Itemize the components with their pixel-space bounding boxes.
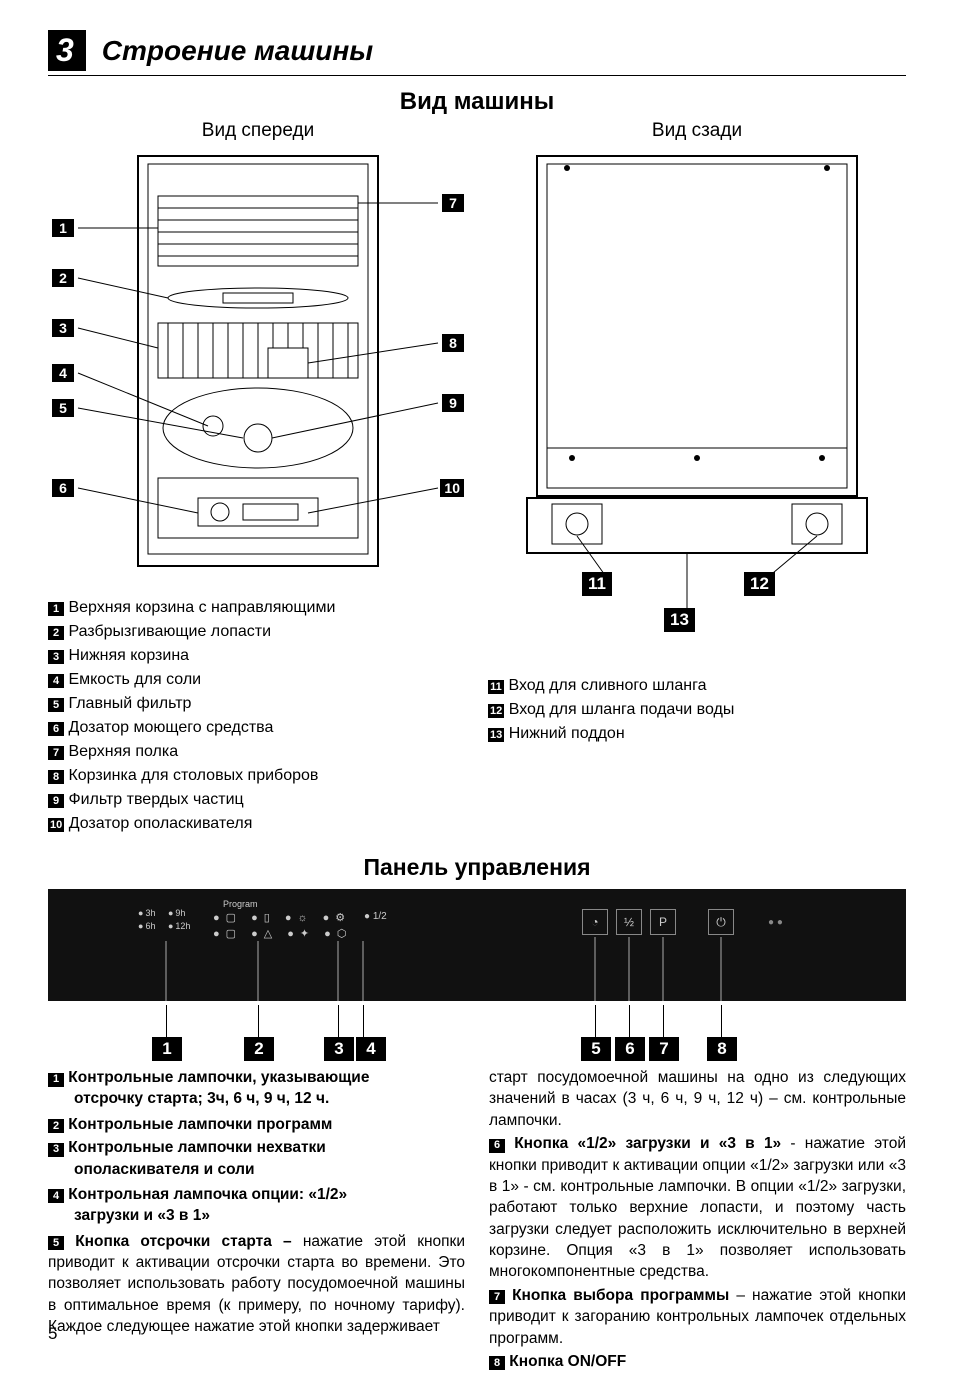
part-label: Нижний поддон [504, 725, 624, 742]
part-label: Разбрызгивающие лопасти [64, 623, 271, 640]
front-callout-10: 10 [440, 479, 464, 497]
part-badge: 1 [48, 602, 64, 616]
part-label: Корзинка для столовых приборов [64, 767, 318, 784]
body-badge: 6 [489, 1139, 505, 1153]
body-badge: 8 [489, 1356, 505, 1370]
front-callout-7: 7 [442, 194, 464, 212]
panel-callout-5: 5 [581, 1037, 611, 1061]
part-badge: 12 [488, 704, 504, 718]
panel-callout-2: 2 [244, 1037, 274, 1061]
front-parts-list: 1 Верхняя корзина с направляющими2 Разбр… [48, 596, 468, 836]
part-badge: 6 [48, 722, 64, 736]
part-badge: 8 [48, 770, 64, 784]
section-title: Строение машины [102, 35, 373, 67]
front-callout-1: 1 [52, 219, 74, 237]
part-badge: 11 [488, 680, 504, 694]
body-column-right: старт посудомоечной машины на одно из сл… [489, 1067, 906, 1374]
part-label: Емкость для соли [64, 671, 201, 688]
part-label: Вход для сливного шланга [504, 677, 707, 694]
rear-view-label: Вид сзади [488, 120, 906, 142]
rear-callout-11: 11 [582, 572, 612, 596]
part-badge: 2 [48, 626, 64, 640]
rear-parts-list: 11 Вход для сливного шланга12 Вход для ш… [488, 674, 906, 746]
front-callout-4: 4 [52, 364, 74, 382]
body-badge: 1 [48, 1073, 64, 1087]
panel-callout-3: 3 [324, 1037, 354, 1061]
part-badge: 3 [48, 650, 64, 664]
panel-title: Панель управления [48, 854, 906, 881]
front-callout-2: 2 [52, 269, 74, 287]
panel-callout-8: 8 [707, 1037, 737, 1061]
control-panel-graphic: ●3h ●9h ●6h ●12h Program ●▢ ●▯ ●☼ ●⚙ ●▢ … [48, 889, 906, 1001]
part-label: Дозатор ополаскивателя [64, 815, 252, 832]
part-badge: 13 [488, 728, 504, 742]
part-badge: 4 [48, 674, 64, 688]
views-title: Вид машины [48, 88, 906, 116]
part-badge: 7 [48, 746, 64, 760]
part-label: Вход для шланга подачи воды [504, 701, 734, 718]
rear-diagram: 11 12 13 [488, 148, 906, 628]
page-number: 5 [48, 1324, 57, 1344]
rear-callout-12: 12 [744, 572, 775, 596]
front-callout-3: 3 [52, 319, 74, 337]
part-badge: 9 [48, 794, 64, 808]
section-header: 3 Строение машины [48, 30, 906, 76]
front-callout-6: 6 [52, 479, 74, 497]
body-badge: 5 [48, 1236, 64, 1250]
front-callout-8: 8 [442, 334, 464, 352]
body-badge: 3 [48, 1143, 64, 1157]
front-callout-5: 5 [52, 399, 74, 417]
panel-callout-1: 1 [152, 1037, 182, 1061]
part-badge: 5 [48, 698, 64, 712]
panel-callout-6: 6 [615, 1037, 645, 1061]
part-label: Дозатор моющего средства [64, 719, 273, 736]
body-badge: 4 [48, 1189, 64, 1203]
part-label: Верхняя полка [64, 743, 178, 760]
front-diagram: 1 2 3 4 5 6 7 8 9 10 [48, 148, 468, 588]
panel-callouts: 1 2 3 4 5 6 7 8 [48, 1005, 906, 1061]
part-label: Главный фильтр [64, 695, 191, 712]
front-callout-9: 9 [442, 394, 464, 412]
part-label: Фильтр твердых частиц [64, 791, 244, 808]
body-badge: 7 [489, 1290, 505, 1304]
panel-callout-7: 7 [649, 1037, 679, 1061]
part-badge: 10 [48, 818, 64, 832]
body-column-left: 1 Контрольные лампочки, указывающиеотсро… [48, 1067, 465, 1374]
front-view-label: Вид спереди [48, 120, 468, 142]
rear-callout-13: 13 [664, 608, 695, 632]
body-badge: 2 [48, 1119, 64, 1133]
part-label: Верхняя корзина с направляющими [64, 599, 335, 616]
part-label: Нижняя корзина [64, 647, 189, 664]
panel-callout-4: 4 [356, 1037, 386, 1061]
section-number-badge: 3 [48, 30, 86, 71]
